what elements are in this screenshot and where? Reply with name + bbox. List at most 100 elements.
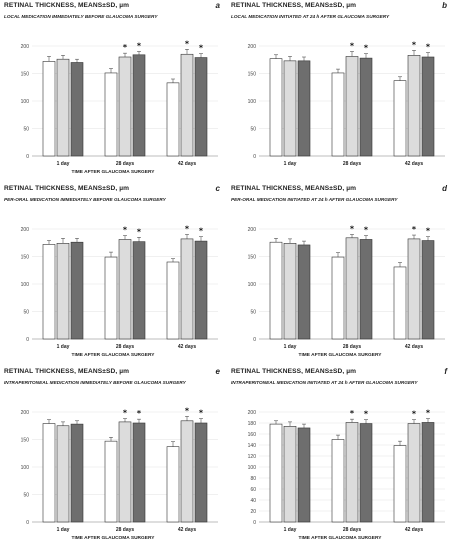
significance-star: * (364, 44, 369, 53)
bar (132, 422, 146, 523)
significance-star: * (137, 42, 142, 51)
chart-subtitle: PER-ORAL MEDICATION IMMEDIATELY BEFORE G… (4, 197, 166, 202)
chart-subtitle: INTRAPERITONEAL MEDICATION INITIATED AT … (231, 380, 418, 385)
panel-letter: d (442, 184, 447, 193)
y-tick-label: 50 (250, 309, 256, 315)
bar (359, 423, 373, 523)
bar (194, 57, 208, 157)
x-axis-title: TIME AFTER GLAUCOMA SURGERY (71, 353, 155, 358)
bar-chart-e: 0 50 100 150 200 1 day * * 28 days * * 42 days (21, 406, 218, 533)
y-tick-label: 0 (253, 337, 256, 343)
bar (70, 62, 84, 157)
bar (331, 256, 345, 340)
bar (70, 423, 84, 523)
significance-star: * (412, 410, 417, 419)
y-tick-label: 200 (21, 410, 30, 416)
bar (345, 56, 359, 157)
chart-title: RETINAL THICKNESS, MEANS±SD, µm (231, 2, 357, 9)
significance-star: * (350, 225, 355, 234)
y-tick-label: 100 (21, 465, 30, 471)
bar (42, 244, 56, 340)
y-tick-label: 50 (23, 126, 29, 132)
bar (56, 425, 70, 523)
x-axis-title: TIME AFTER GLAUCOMA SURGERY (298, 536, 382, 541)
significance-star: * (364, 226, 369, 235)
x-category-label: 42 days (178, 527, 197, 533)
panel-letter: a (215, 1, 220, 10)
chart-title: RETINAL THICKNESS, MEANS±SD, µm (231, 368, 357, 375)
chart-panel-e: RETINAL THICKNESS, MEANS±SD, µm e INTRAP… (0, 366, 226, 549)
bar (104, 72, 118, 157)
significance-star: * (185, 406, 190, 415)
y-tick-label: 100 (248, 99, 257, 105)
y-tick-label: 100 (21, 282, 30, 288)
y-tick-label: 150 (248, 254, 257, 260)
bar (194, 422, 208, 523)
chart-title: RETINAL THICKNESS, MEANS±SD, µm (4, 185, 130, 192)
significance-star: * (364, 410, 369, 419)
y-tick-label: 0 (26, 337, 29, 343)
panel-letter: b (442, 1, 447, 10)
x-category-label: 42 days (405, 161, 424, 167)
y-tick-label: 120 (248, 454, 257, 460)
y-tick-label: 200 (21, 227, 30, 233)
bar (132, 54, 146, 157)
significance-star: * (137, 227, 142, 236)
panel-letter: c (215, 184, 220, 193)
panel-letter: f (444, 367, 447, 376)
y-tick-label: 200 (21, 44, 30, 50)
y-tick-label: 50 (23, 309, 29, 315)
x-axis-title: TIME AFTER GLAUCOMA SURGERY (298, 353, 382, 358)
significance-star: * (412, 40, 417, 49)
bar (297, 244, 311, 340)
bar-chart-b: 0 50 100 150 200 1 day * * 28 days * * 42 days (248, 40, 445, 167)
x-category-label: 28 days (343, 527, 362, 533)
chart-subtitle: LOCAL MEDICATION IMMEDIATELY BEFORE GLAU… (4, 14, 158, 19)
bar (393, 266, 407, 340)
bar (283, 242, 297, 340)
y-tick-label: 20 (250, 509, 256, 515)
x-category-label: 42 days (405, 527, 424, 533)
x-category-label: 28 days (343, 161, 362, 167)
bar (269, 58, 283, 157)
bar-chart-c: 0 50 100 150 200 1 day * * 28 days * * 42 days (21, 225, 218, 350)
y-tick-label: 40 (250, 498, 256, 504)
x-category-label: 42 days (405, 344, 424, 350)
chart-panel-f: RETINAL THICKNESS, MEANS±SD, µm f INTRAP… (227, 366, 453, 549)
panel-letter: e (215, 367, 220, 376)
significance-star: * (199, 227, 204, 236)
bar (393, 80, 407, 157)
bar (407, 238, 421, 340)
chart-panel-d: RETINAL THICKNESS, MEANS±SD, µm d PER-OR… (227, 183, 453, 366)
significance-star: * (426, 227, 431, 236)
significance-star: * (137, 409, 142, 418)
chart-panel-a: RETINAL THICKNESS, MEANS±SD, µm a LOCAL … (0, 0, 226, 183)
y-tick-label: 160 (248, 432, 257, 438)
y-tick-label: 0 (253, 154, 256, 160)
bar (269, 423, 283, 523)
significance-star: * (123, 43, 128, 52)
bar (345, 237, 359, 340)
chart-subtitle: PER-ORAL MEDICATION INITIATED AT 24 h AF… (231, 197, 398, 202)
bar (421, 240, 435, 340)
chart-subtitle: INTRAPERITONEAL MEDICATION IMMEDIATELY B… (4, 380, 186, 385)
x-category-label: 28 days (116, 161, 135, 167)
bar (56, 58, 70, 157)
bar (345, 422, 359, 523)
x-category-label: 1 day (284, 344, 297, 350)
significance-star: * (350, 409, 355, 418)
y-tick-label: 60 (250, 487, 256, 493)
bar-chart-f: 0 20 40 60 80 100 120 140 160 180 200 1 day * * 28 day… (248, 409, 445, 533)
chart-title: RETINAL THICKNESS, MEANS±SD, µm (4, 368, 130, 375)
significance-star: * (199, 409, 204, 418)
y-tick-label: 100 (21, 99, 30, 105)
significance-star: * (426, 409, 431, 418)
x-category-label: 1 day (284, 161, 297, 167)
x-axis-title: TIME AFTER GLAUCOMA SURGERY (71, 536, 155, 541)
chart-panel-c: RETINAL THICKNESS, MEANS±SD, µm c PER-OR… (0, 183, 226, 366)
significance-star: * (199, 44, 204, 53)
significance-star: * (185, 225, 190, 234)
x-category-label: 1 day (284, 527, 297, 533)
bar (393, 445, 407, 523)
significance-star: * (123, 409, 128, 418)
